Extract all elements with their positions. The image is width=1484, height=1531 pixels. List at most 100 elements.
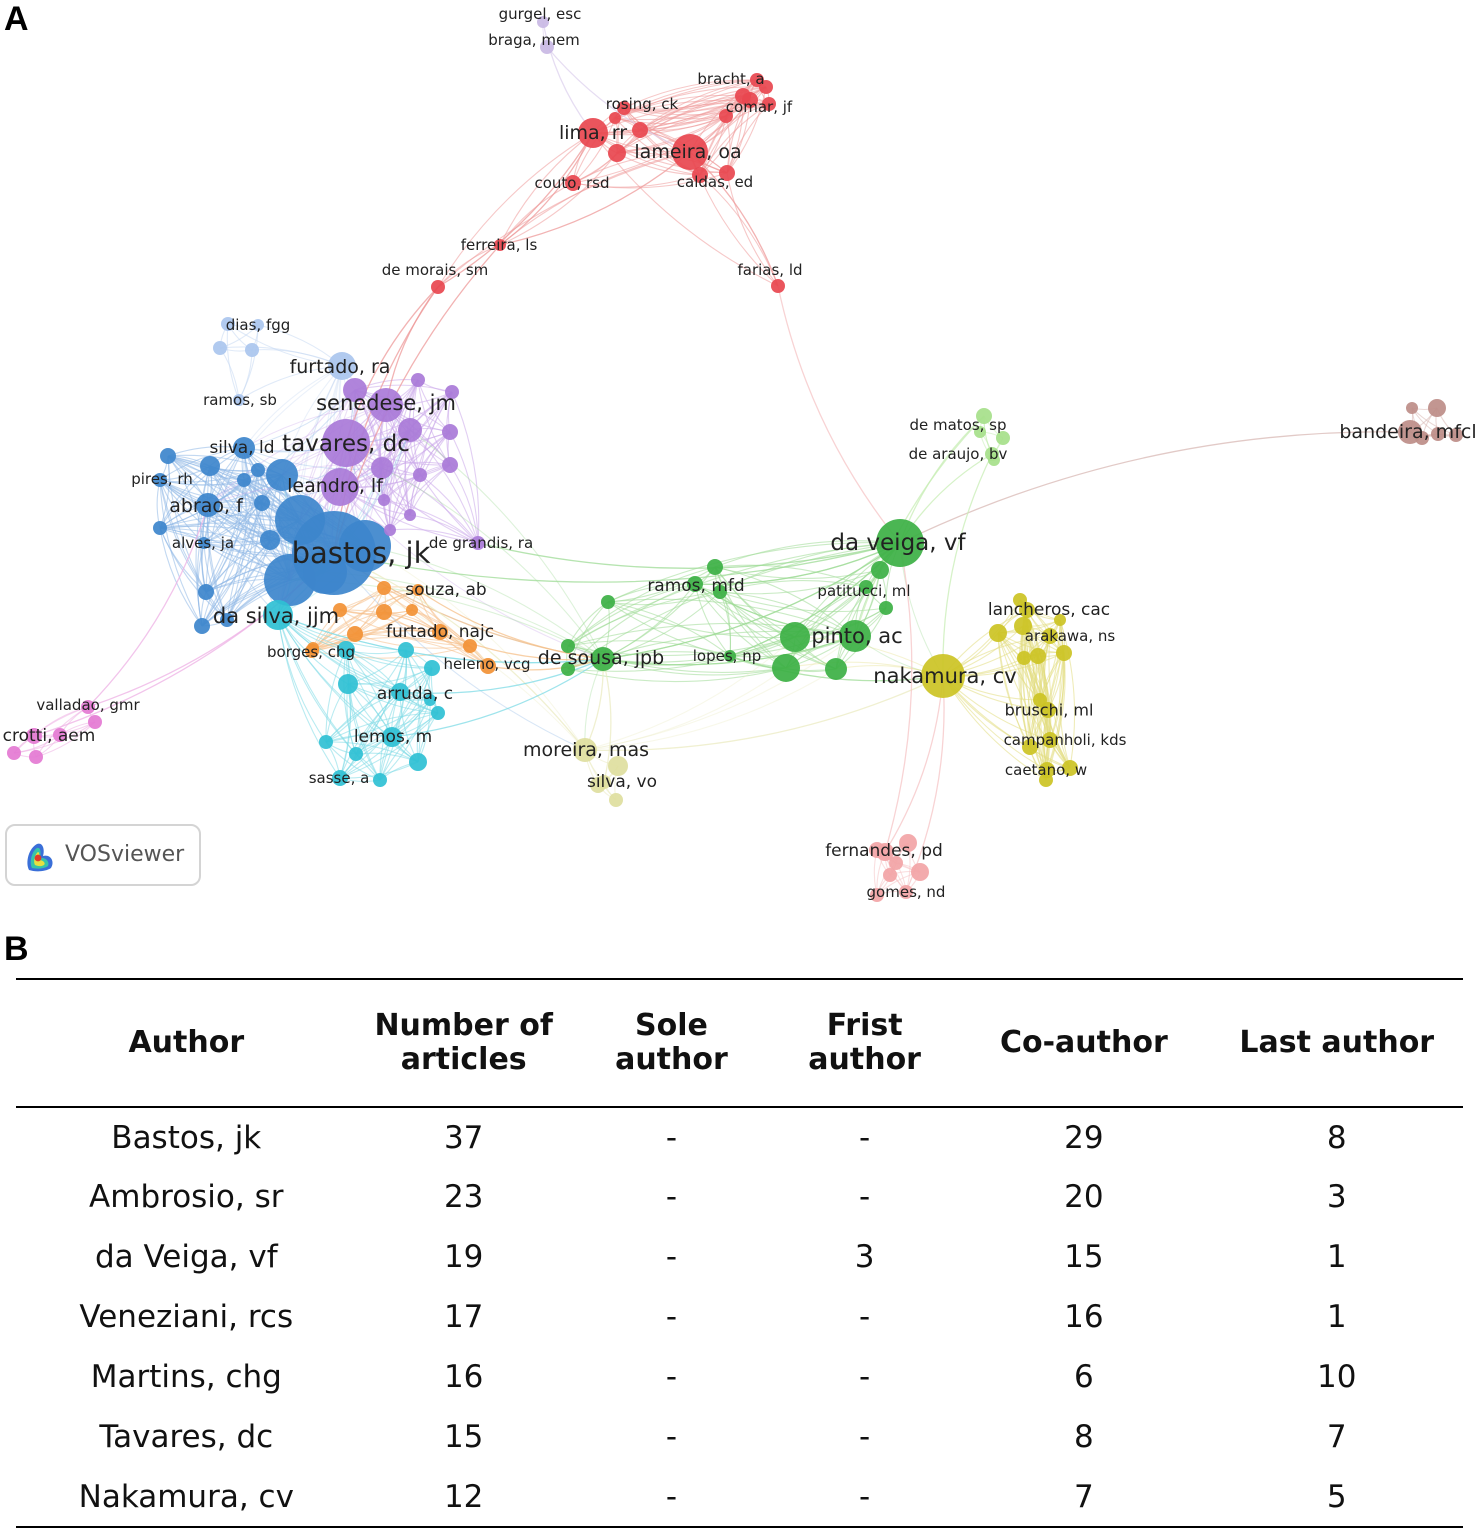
network-edge <box>339 609 471 647</box>
node-label: silva, vo <box>587 772 657 792</box>
network-node <box>672 134 708 170</box>
network-edge <box>584 668 837 751</box>
node-label: gomes, nd <box>867 883 946 901</box>
table-row: da Veiga, vf 19 - 3 15 1 <box>16 1227 1463 1287</box>
cell-coauthor: 29 <box>1064 1119 1104 1156</box>
network-node <box>275 495 325 545</box>
network-edge <box>499 152 618 246</box>
node-label: sasse, a <box>309 769 370 787</box>
network-labels: gurgel, esc braga, mem bracht, a rosing, ck… <box>3 5 1477 901</box>
network-edge <box>167 455 207 593</box>
network-edge <box>602 658 787 676</box>
network-node <box>198 537 210 549</box>
network-edge <box>226 323 240 401</box>
network-node <box>371 457 393 479</box>
network-edge <box>835 569 881 670</box>
author-stats-table: Author Number of articles Sole author Fri… <box>16 978 1463 1528</box>
network-edge <box>499 132 594 246</box>
network-node <box>480 658 496 674</box>
node-label: fernandes, pd <box>825 841 943 861</box>
header-number-of-articles: Number of articles <box>357 979 571 1107</box>
node-label: bandeira, mfcl <box>1339 421 1476 443</box>
node-label: comar, jf <box>726 98 793 116</box>
network-edge <box>379 667 433 781</box>
network-edge <box>546 46 691 153</box>
network-edge <box>355 667 433 755</box>
network-edge <box>726 86 767 174</box>
network-node <box>859 580 873 594</box>
network-edge <box>602 542 901 660</box>
network-edge <box>719 591 887 613</box>
network-edge <box>167 455 205 544</box>
node-label: senedese, jm <box>316 391 456 415</box>
network-edge <box>411 609 489 667</box>
network-edge <box>355 649 407 755</box>
network-edge <box>277 614 419 763</box>
network-node <box>377 581 391 595</box>
network-node <box>632 122 648 138</box>
network-node <box>431 280 445 294</box>
network-node <box>692 167 708 183</box>
cell-last: 8 <box>1326 1119 1347 1156</box>
network-edge <box>205 469 259 593</box>
cell-last: 5 <box>1326 1478 1347 1515</box>
node-label: lameira, oa <box>634 141 741 163</box>
network-edge <box>785 569 881 669</box>
network-edge <box>226 479 247 621</box>
network-node <box>328 352 356 380</box>
network-edge <box>1029 619 1061 748</box>
network-edge <box>1045 619 1065 781</box>
network-edge <box>389 528 479 544</box>
network-node <box>1014 617 1032 635</box>
network-edge <box>699 86 767 176</box>
node-label: ferreira, ls <box>461 236 538 254</box>
network-edge <box>1046 652 1066 771</box>
network-node <box>7 746 21 760</box>
cell-first: - <box>859 1419 871 1455</box>
network-edge <box>607 601 787 669</box>
network-edge <box>499 132 594 246</box>
network-node <box>319 735 333 749</box>
network-node <box>1033 693 1047 707</box>
cell-articles: 37 <box>443 1119 484 1156</box>
network-edge <box>884 675 944 853</box>
network-edge <box>694 583 856 637</box>
network-edge <box>607 601 796 639</box>
header-first-line2: author <box>808 1042 921 1077</box>
network-edge <box>277 614 604 664</box>
network-edge <box>884 542 913 853</box>
node-label: tavares, dc <box>282 431 410 457</box>
cell-last: 1 <box>1326 1239 1347 1275</box>
network-edge <box>567 667 787 683</box>
network-node <box>1042 732 1058 748</box>
network-edge <box>437 151 691 288</box>
network-edge <box>201 502 263 627</box>
cell-last: 10 <box>1317 1359 1357 1395</box>
network-edge <box>614 86 767 119</box>
network-edge <box>345 649 419 763</box>
network-edge <box>639 79 758 131</box>
network-node <box>245 343 259 357</box>
node-label: lima, rr <box>559 122 627 144</box>
network-edge <box>383 379 419 501</box>
network-edge <box>639 86 767 131</box>
network-edge <box>437 132 594 288</box>
network-edge <box>201 479 245 627</box>
node-label: crotti, aem <box>3 726 96 746</box>
network-edge <box>333 552 586 751</box>
table-header-row: Author Number of articles Sole author Fri… <box>16 979 1463 1107</box>
network-edge <box>602 635 856 666</box>
network-node <box>406 604 418 616</box>
network-node <box>378 494 390 506</box>
network-edge <box>567 591 721 647</box>
network-edge <box>347 683 419 763</box>
node-label: braga, mem <box>488 31 580 49</box>
vosviewer-logo-icon <box>27 843 53 872</box>
network-edge <box>584 667 787 751</box>
network-edge <box>333 552 586 751</box>
network-edge <box>417 589 604 660</box>
network-edge <box>312 629 441 649</box>
network-node <box>825 658 847 680</box>
cell-sole: - <box>665 1359 678 1395</box>
node-label: pires, rh <box>131 470 193 488</box>
